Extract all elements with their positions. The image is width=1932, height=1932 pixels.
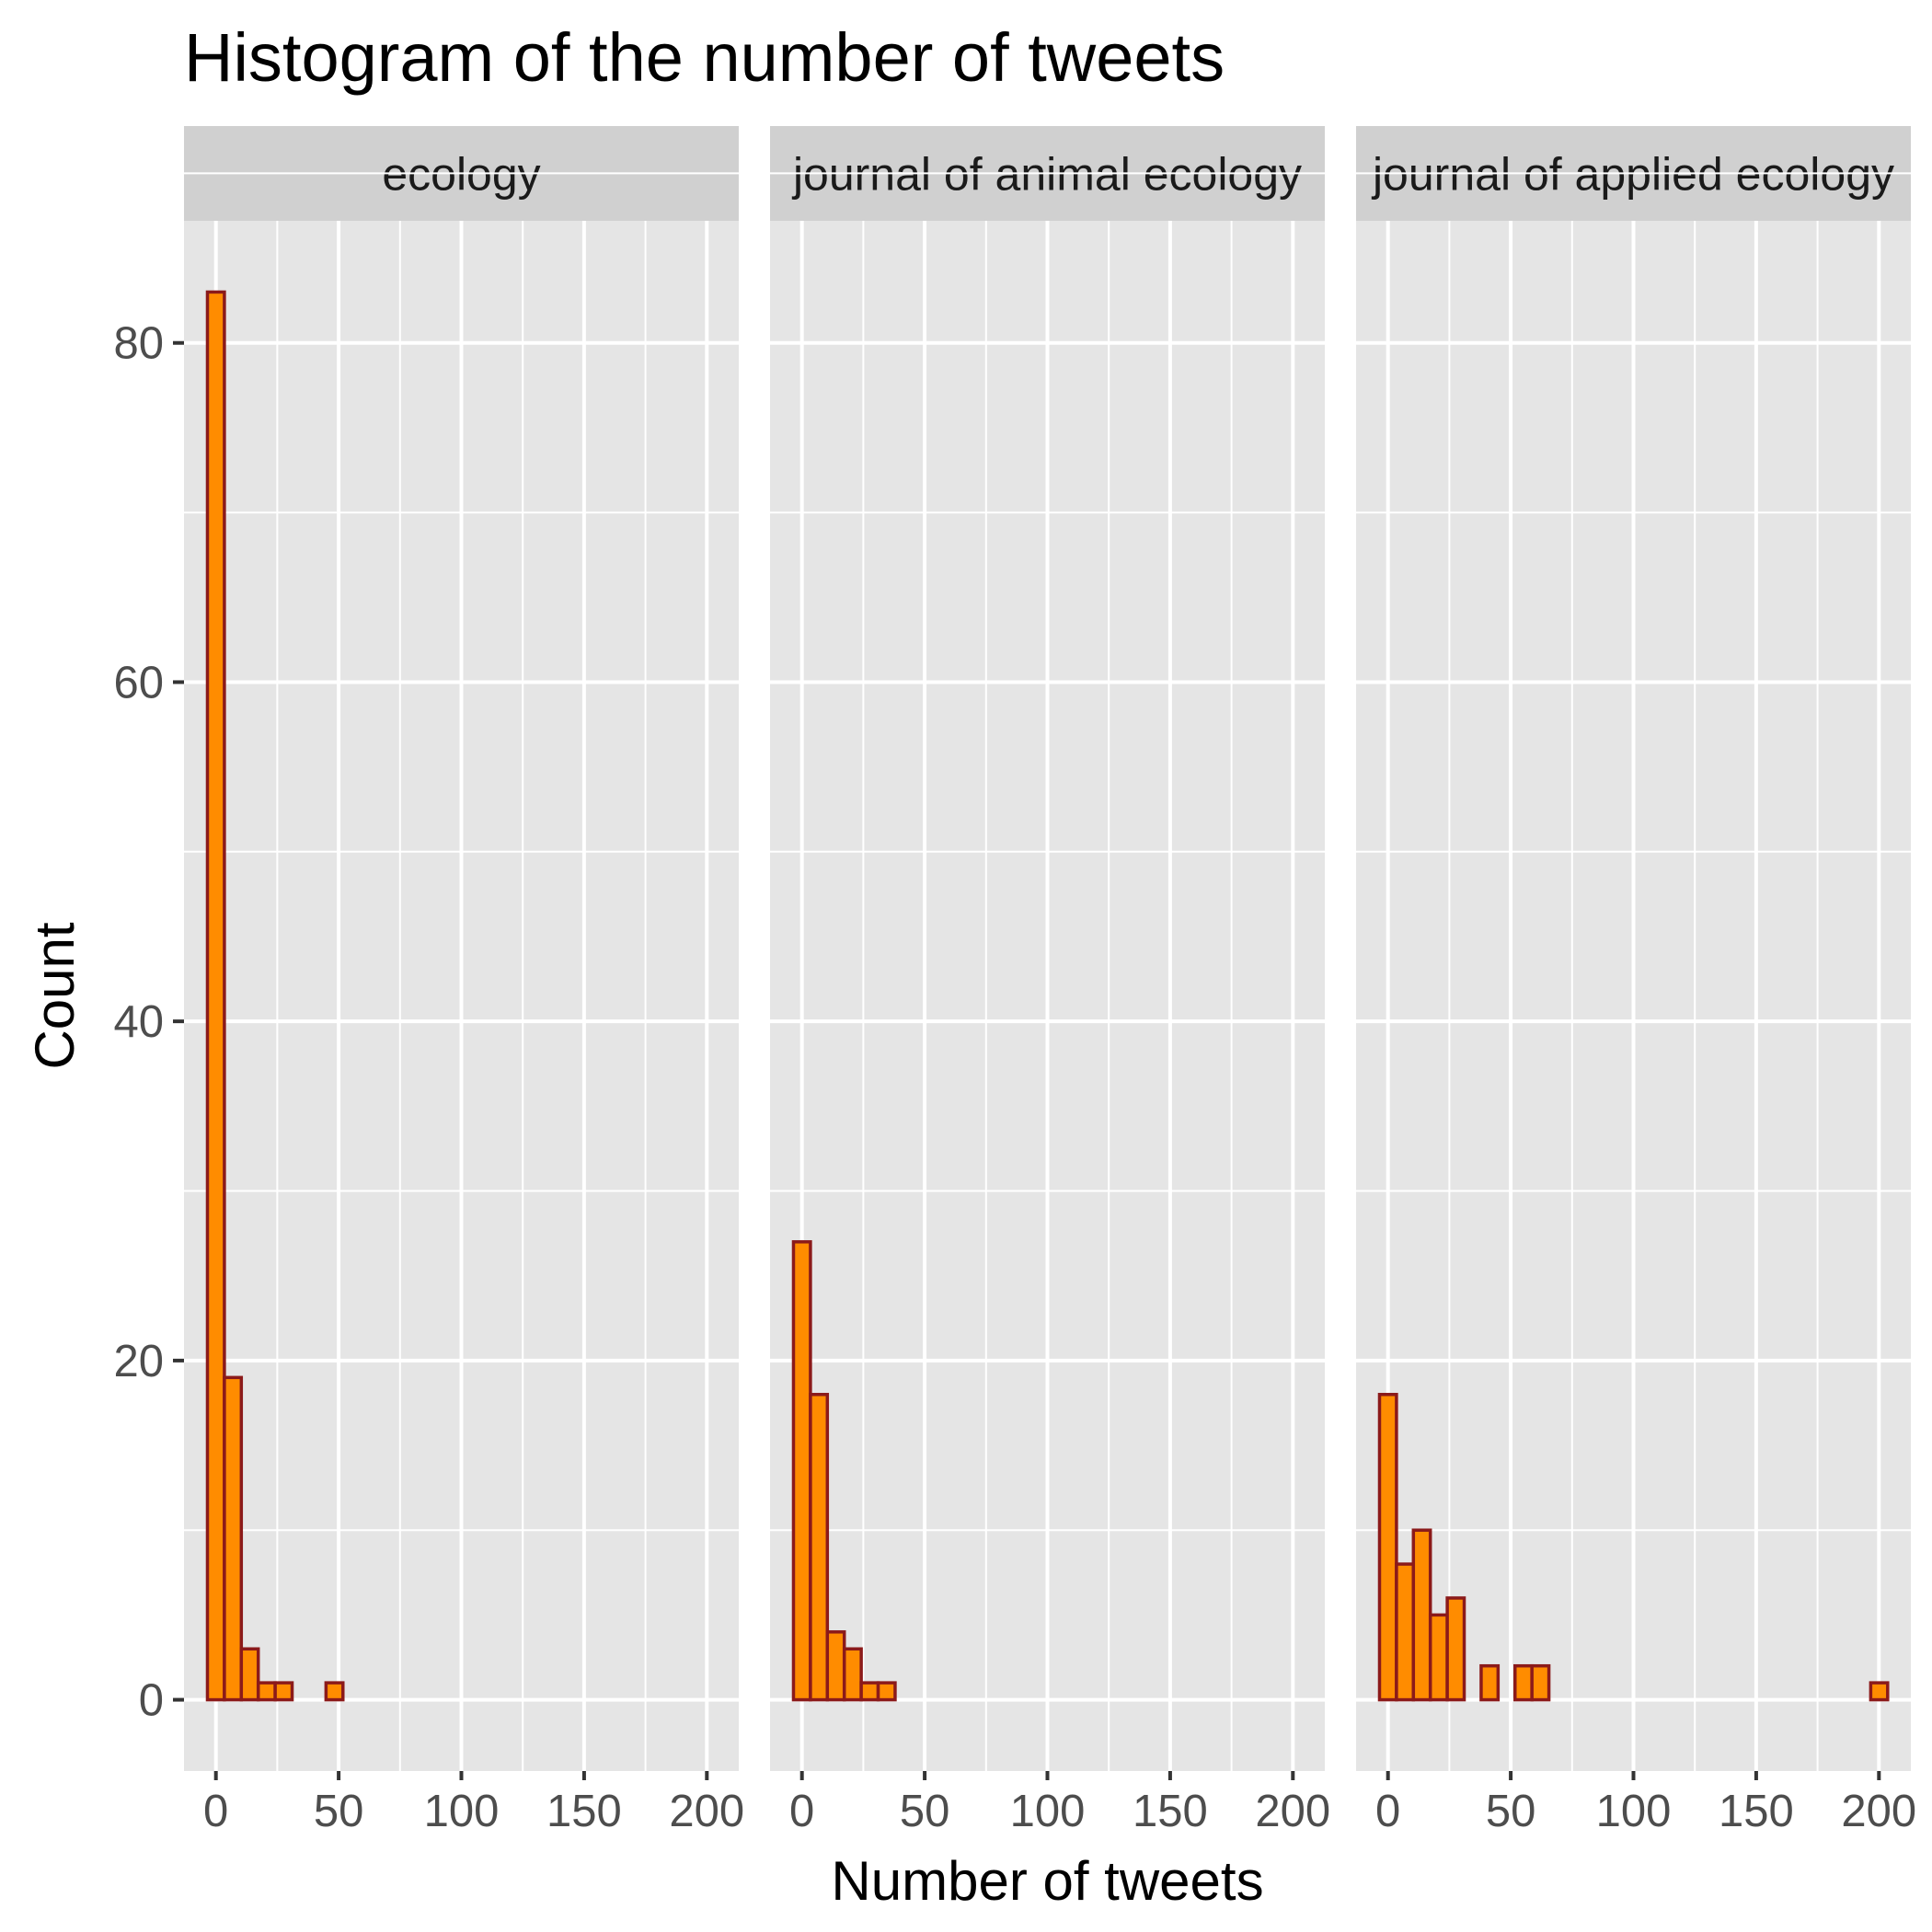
histogram-bar (876, 1681, 897, 1702)
x-tick-label: 100 (1596, 1787, 1672, 1836)
x-tick-label: 100 (424, 1787, 500, 1836)
x-tick-label: 0 (1375, 1787, 1400, 1836)
histogram-bar (1513, 1663, 1534, 1702)
y-tick-label: 60 (113, 658, 164, 707)
histogram-bar (1377, 1392, 1398, 1702)
y-axis-title: Count (24, 922, 86, 1069)
histogram-bar (809, 1392, 830, 1702)
histogram-bar (273, 1681, 294, 1702)
x-tick-label: 50 (900, 1787, 950, 1836)
histogram-bar (842, 1647, 863, 1702)
facet-panels: ecology 0 50 100 150 200 0 20 40 60 80 journal of a… (113, 126, 1916, 1836)
x-tick-label: 150 (1133, 1787, 1208, 1836)
x-tick-label: 200 (1841, 1787, 1916, 1836)
x-tick-label: 150 (1719, 1787, 1794, 1836)
y-tick-label: 40 (113, 997, 164, 1047)
histogram-bar (1428, 1613, 1449, 1702)
histogram-bar (1530, 1663, 1551, 1702)
chart-title: Histogram of the number of tweets (184, 19, 1225, 96)
x-tick-label: 200 (669, 1787, 744, 1836)
x-tick-label: 0 (203, 1787, 228, 1836)
histogram-bar (205, 290, 226, 1702)
histogram-bar (791, 1240, 812, 1702)
histogram-bar (256, 1681, 277, 1702)
histogram-bar (324, 1681, 345, 1702)
histogram-bar (825, 1630, 846, 1702)
x-tick-label: 200 (1255, 1787, 1330, 1836)
histogram-bar (1869, 1681, 1890, 1702)
histogram-bar (1479, 1663, 1501, 1702)
x-tick-label: 50 (314, 1787, 364, 1836)
facet-label: ecology (382, 149, 540, 201)
x-tick-label: 50 (1486, 1787, 1536, 1836)
histogram-bar (1445, 1596, 1466, 1702)
y-tick-label: 0 (139, 1676, 164, 1726)
facet-panel: journal of applied ecology 0 50 100 150 200 (1356, 126, 1916, 1836)
y-tick-label: 20 (113, 1337, 164, 1386)
histogram-bar (1395, 1562, 1416, 1702)
histogram-bar (223, 1375, 244, 1702)
histogram-bar (239, 1647, 260, 1702)
facet-panel: journal of animal ecology 0 50 100 150 200 (770, 126, 1330, 1836)
x-axis-title: Number of tweets (831, 1850, 1263, 1912)
histogram-bar (1411, 1528, 1432, 1702)
facet-label: journal of applied ecology (1371, 149, 1894, 201)
y-tick-label: 80 (113, 319, 164, 369)
histogram-bar (859, 1681, 880, 1702)
facet-label: journal of animal ecology (791, 149, 1302, 201)
facet-panel: ecology 0 50 100 150 200 0 20 40 60 80 (113, 126, 744, 1836)
x-tick-label: 150 (546, 1787, 622, 1836)
x-tick-label: 0 (789, 1787, 814, 1836)
x-tick-label: 100 (1010, 1787, 1086, 1836)
